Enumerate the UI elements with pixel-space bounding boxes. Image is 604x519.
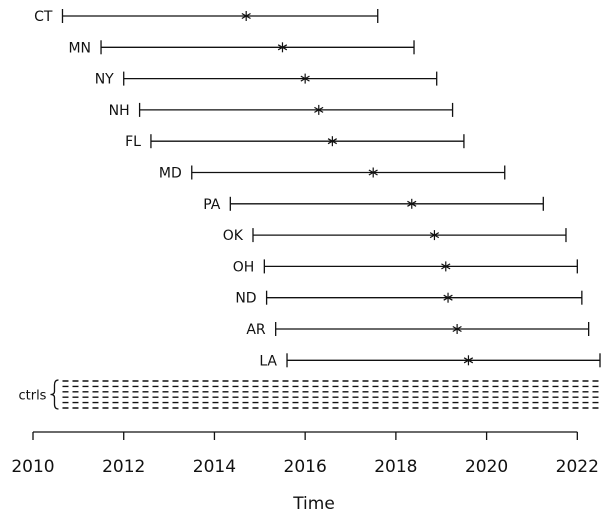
interval-row-nd: ND bbox=[235, 290, 583, 307]
x-tick-label: 2018 bbox=[374, 457, 417, 477]
point-marker bbox=[452, 324, 462, 334]
interval-row-ar: AR bbox=[246, 322, 590, 338]
point-marker bbox=[463, 355, 474, 366]
interval-row-nh: NH bbox=[109, 102, 454, 119]
point-marker bbox=[300, 73, 310, 84]
interval-row-mn: MN bbox=[68, 40, 415, 56]
x-tick-label: 2012 bbox=[102, 457, 145, 477]
x-axis: 2010 2012 2014 2016 2018 2020 2022 bbox=[11, 431, 599, 477]
point-marker bbox=[327, 136, 338, 147]
row-label: AR bbox=[246, 322, 266, 338]
point-marker bbox=[407, 198, 417, 209]
controls-label: ctrls bbox=[18, 389, 46, 404]
point-marker bbox=[441, 261, 451, 272]
row-label: MN bbox=[68, 40, 91, 56]
row-label: FL bbox=[125, 134, 141, 150]
point-marker bbox=[368, 167, 378, 178]
row-label: LA bbox=[259, 353, 277, 369]
row-label: ND bbox=[235, 291, 256, 307]
point-marker bbox=[241, 11, 251, 21]
controls-brace bbox=[50, 379, 59, 410]
row-label: MD bbox=[159, 166, 182, 182]
interval-row-md: MD bbox=[159, 165, 506, 182]
x-axis-label: Time bbox=[292, 494, 335, 514]
controls-layer: ctrls bbox=[18, 379, 600, 410]
interval-row-ny: NY bbox=[95, 71, 438, 88]
point-marker bbox=[443, 292, 453, 303]
interval-row-la: LA bbox=[259, 353, 601, 369]
point-marker bbox=[314, 104, 324, 115]
x-tick-label: 2022 bbox=[556, 457, 599, 477]
x-tick-label: 2016 bbox=[284, 457, 327, 477]
interval-row-ok: OK bbox=[223, 228, 567, 244]
row-label: OK bbox=[223, 228, 244, 244]
row-label: NY bbox=[95, 72, 114, 88]
interval-row-oh: OH bbox=[233, 259, 578, 275]
row-label: CT bbox=[34, 9, 53, 25]
x-tick-label: 2020 bbox=[465, 457, 508, 477]
x-tick-label: 2014 bbox=[193, 457, 236, 477]
interval-row-ct: CT bbox=[34, 9, 379, 25]
row-label: OH bbox=[233, 259, 255, 275]
point-marker bbox=[429, 230, 440, 241]
row-label: NH bbox=[109, 103, 130, 119]
row-label: PA bbox=[203, 197, 221, 213]
interval-row-pa: PA bbox=[203, 196, 544, 213]
interval-row-fl: FL bbox=[125, 134, 465, 150]
x-tick-label: 2010 bbox=[11, 457, 54, 477]
point-marker bbox=[277, 42, 288, 53]
